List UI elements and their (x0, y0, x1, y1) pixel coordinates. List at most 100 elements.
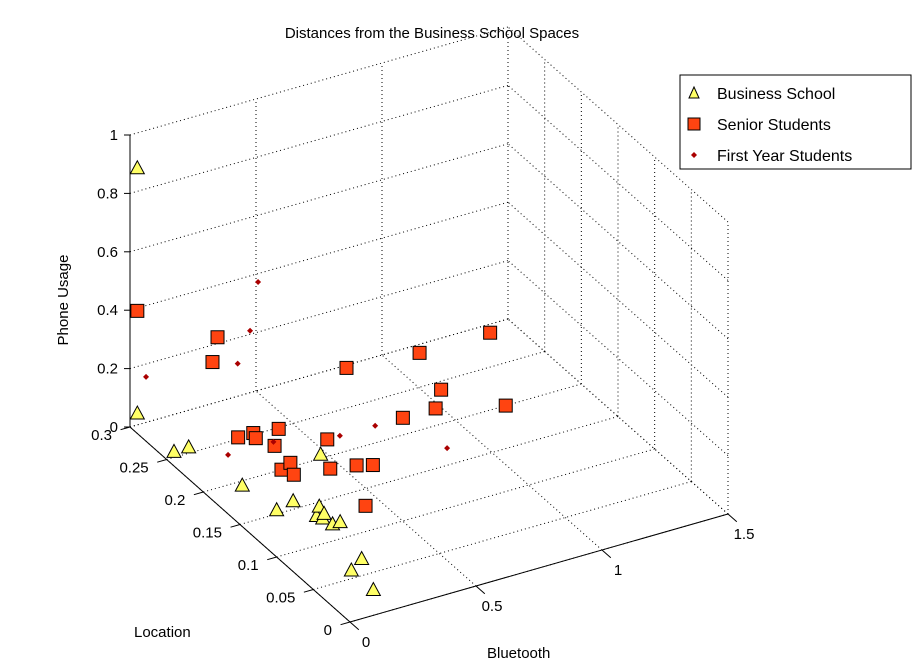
square-data-point (498, 398, 513, 413)
square-data-point (283, 455, 298, 470)
square-data-point (358, 498, 373, 513)
triangle-data-point (316, 505, 332, 520)
series-senior-students (130, 303, 513, 513)
z-tick-label: 0.2 (97, 361, 118, 378)
y-tick-label: 0.2 (164, 492, 185, 509)
back-wall-grid-line (129, 143, 509, 253)
dot-data-point (336, 432, 343, 439)
legend-item-first-year-students: First Year Students (691, 148, 852, 165)
triangle-data-point (312, 446, 329, 461)
back-wall-grid-line (129, 201, 509, 311)
z-tick-label: 0.8 (97, 185, 118, 202)
square-data-point (339, 360, 354, 375)
triangle-data-point (332, 513, 348, 529)
triangle-data-point (129, 159, 146, 175)
x-tick-label: 1 (614, 562, 622, 579)
z-axis-label: Phone Usage (55, 255, 72, 346)
square-data-point (210, 330, 225, 345)
dot-data-point (225, 451, 232, 458)
dot-data-point (372, 422, 379, 429)
back-wall-grid-line (129, 84, 509, 194)
square-data-point (395, 410, 410, 425)
legend-box (679, 74, 912, 170)
y-tick-mark (230, 524, 241, 528)
square-data-point (205, 355, 220, 370)
x-tick-label: 0 (362, 634, 370, 651)
z-tick-label: 0.6 (97, 244, 118, 261)
z-tick-label: 1 (110, 127, 118, 144)
floor-grid-line (381, 354, 603, 551)
z-tick-label: 0 (110, 419, 118, 436)
data-points (129, 159, 513, 597)
y-tick-label: 0.1 (238, 557, 259, 574)
triangle-data-point (268, 501, 285, 517)
x-tick-mark (475, 585, 486, 595)
legend-item-senior-students: Senior Students (687, 117, 831, 134)
triangle-data-point (343, 561, 360, 577)
floor-grid-line (255, 390, 477, 587)
x-axis-line (349, 513, 729, 623)
side-wall-grid-line (507, 143, 729, 340)
dot-data-point (143, 373, 150, 380)
y-axis-label: Location (134, 624, 191, 641)
x-tick-label: 1.5 (734, 526, 755, 543)
floor-grid-line (239, 416, 619, 525)
triangle-data-point (180, 438, 197, 454)
y-tick-mark (267, 556, 277, 561)
square-data-point (483, 325, 498, 340)
x-axis-label: Bluetooth (487, 645, 550, 662)
side-wall-grid-line (507, 26, 729, 223)
triangle-data-point (285, 492, 301, 508)
x-tick-mark (727, 513, 738, 523)
triangle-data-point (234, 477, 251, 492)
legend-square-marker (687, 117, 701, 131)
triangle-data-point (365, 581, 382, 597)
legend-triangle-marker (688, 85, 700, 99)
y-tick-mark (193, 491, 204, 496)
y-tick-mark (303, 589, 314, 593)
series-first-year-students (143, 279, 451, 458)
square-data-point (248, 431, 263, 446)
side-wall-grid-line (507, 85, 729, 281)
square-data-point (231, 430, 246, 445)
square-data-point (428, 401, 443, 416)
triangle-data-point (166, 443, 182, 458)
triangle-data-point (129, 405, 146, 420)
floor-grid-line (276, 448, 655, 558)
side-wall-grid-line (507, 201, 729, 398)
square-data-point (412, 345, 427, 360)
y-tick-label: 0.15 (193, 525, 222, 542)
square-data-point (320, 432, 335, 447)
square-data-point (286, 467, 301, 482)
axis-ticks: 00.511.500.050.10.150.20.250.300.20.40.6… (91, 127, 754, 651)
series-business-school (129, 159, 382, 597)
x-tick-mark (601, 549, 612, 559)
square-data-point (365, 458, 380, 473)
legend-label: First Year Students (717, 148, 852, 165)
y-tick-label: 0.05 (266, 590, 295, 607)
axes-grid (129, 26, 729, 623)
y-tick-label: 0 (324, 622, 332, 639)
y-tick-label: 0.25 (119, 460, 148, 477)
y-tick-label: 0.3 (91, 427, 112, 444)
triangle-data-point (353, 550, 370, 565)
dot-data-point (255, 279, 262, 286)
z-tick-label: 0.4 (97, 302, 118, 319)
x-tick-label: 0.5 (482, 598, 503, 615)
square-data-point (349, 458, 364, 473)
floor-grid-line (203, 383, 582, 493)
y-tick-mark (157, 459, 167, 463)
back-wall-grid-line (129, 318, 509, 428)
chart-title: Distances from the Business School Space… (285, 25, 579, 42)
legend-label: Senior Students (717, 117, 831, 134)
side-wall-grid-line (507, 260, 729, 456)
dot-data-point (247, 327, 254, 334)
dot-data-point (444, 445, 451, 452)
side-wall-grid-line (507, 318, 729, 515)
square-data-point (271, 421, 286, 436)
floor-grid-line (313, 481, 692, 590)
square-data-point (130, 303, 145, 318)
back-wall-grid-line (129, 260, 509, 370)
dot-data-point (234, 360, 241, 367)
